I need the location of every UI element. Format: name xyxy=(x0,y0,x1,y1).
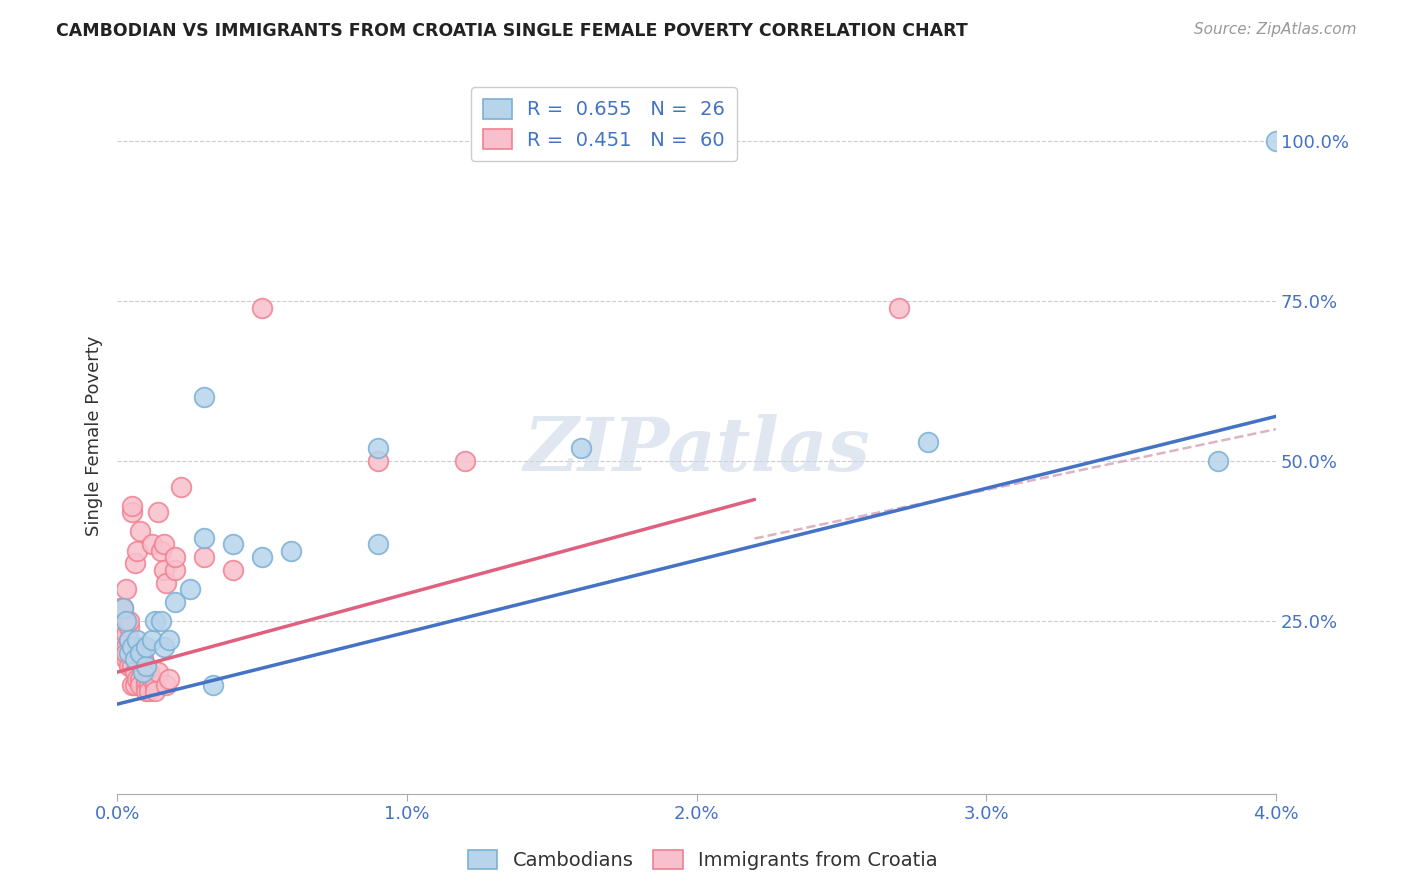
Point xyxy=(280,543,302,558)
Point xyxy=(367,442,389,456)
Point xyxy=(367,454,389,468)
Point xyxy=(146,665,169,680)
Point xyxy=(127,672,149,686)
Point xyxy=(143,614,166,628)
Point xyxy=(1206,454,1229,468)
Point xyxy=(569,442,592,456)
Point xyxy=(127,652,149,666)
Point xyxy=(132,640,155,654)
Point xyxy=(121,678,143,692)
Y-axis label: Single Female Poverty: Single Female Poverty xyxy=(86,335,103,536)
Point xyxy=(250,550,273,565)
Point xyxy=(108,633,131,648)
Point xyxy=(152,563,174,577)
Point xyxy=(165,595,187,609)
Legend: R =  0.655   N =  26, R =  0.451   N =  60: R = 0.655 N = 26, R = 0.451 N = 60 xyxy=(471,87,737,161)
Point xyxy=(143,678,166,692)
Point xyxy=(127,633,149,648)
Point xyxy=(121,499,143,513)
Point xyxy=(111,601,134,615)
Point xyxy=(135,672,157,686)
Point xyxy=(129,646,152,660)
Point xyxy=(127,543,149,558)
Point xyxy=(138,678,160,692)
Point xyxy=(118,646,141,660)
Point xyxy=(454,454,477,468)
Point xyxy=(222,537,245,551)
Text: ZIPatlas: ZIPatlas xyxy=(523,414,870,486)
Point xyxy=(115,627,138,641)
Point xyxy=(108,620,131,634)
Point xyxy=(108,601,131,615)
Point xyxy=(124,652,146,666)
Point xyxy=(250,301,273,315)
Point xyxy=(111,607,134,622)
Point xyxy=(152,640,174,654)
Point xyxy=(115,640,138,654)
Point xyxy=(152,537,174,551)
Point xyxy=(193,390,215,404)
Point xyxy=(124,557,146,571)
Point xyxy=(129,678,152,692)
Point xyxy=(193,531,215,545)
Point xyxy=(138,684,160,698)
Point xyxy=(111,601,134,615)
Point xyxy=(118,614,141,628)
Point xyxy=(118,620,141,634)
Point xyxy=(170,480,193,494)
Point xyxy=(165,563,187,577)
Point xyxy=(141,672,163,686)
Point xyxy=(201,678,224,692)
Point xyxy=(111,646,134,660)
Point xyxy=(157,633,180,648)
Point xyxy=(222,563,245,577)
Point xyxy=(138,665,160,680)
Point xyxy=(157,672,180,686)
Point xyxy=(135,658,157,673)
Point xyxy=(132,665,155,680)
Point xyxy=(889,301,911,315)
Point xyxy=(155,575,177,590)
Point xyxy=(129,672,152,686)
Point xyxy=(132,652,155,666)
Point xyxy=(143,684,166,698)
Point xyxy=(149,614,172,628)
Point xyxy=(146,505,169,519)
Point xyxy=(155,678,177,692)
Point xyxy=(132,652,155,666)
Point xyxy=(118,658,141,673)
Text: Source: ZipAtlas.com: Source: ZipAtlas.com xyxy=(1194,22,1357,37)
Point xyxy=(135,678,157,692)
Point xyxy=(118,633,141,648)
Point xyxy=(115,652,138,666)
Point xyxy=(193,550,215,565)
Point xyxy=(141,633,163,648)
Point xyxy=(124,665,146,680)
Point xyxy=(115,614,138,628)
Point xyxy=(141,537,163,551)
Point xyxy=(124,678,146,692)
Point xyxy=(135,684,157,698)
Point xyxy=(367,537,389,551)
Point xyxy=(129,524,152,539)
Point xyxy=(179,582,201,596)
Point xyxy=(135,640,157,654)
Point xyxy=(115,582,138,596)
Point xyxy=(121,505,143,519)
Point xyxy=(149,543,172,558)
Point xyxy=(165,550,187,565)
Point xyxy=(118,633,141,648)
Point xyxy=(917,434,939,449)
Point xyxy=(1265,135,1288,149)
Point xyxy=(121,640,143,654)
Point xyxy=(121,658,143,673)
Text: CAMBODIAN VS IMMIGRANTS FROM CROATIA SINGLE FEMALE POVERTY CORRELATION CHART: CAMBODIAN VS IMMIGRANTS FROM CROATIA SIN… xyxy=(56,22,967,40)
Point xyxy=(115,646,138,660)
Legend: Cambodians, Immigrants from Croatia: Cambodians, Immigrants from Croatia xyxy=(461,842,945,878)
Point xyxy=(111,633,134,648)
Point xyxy=(111,620,134,634)
